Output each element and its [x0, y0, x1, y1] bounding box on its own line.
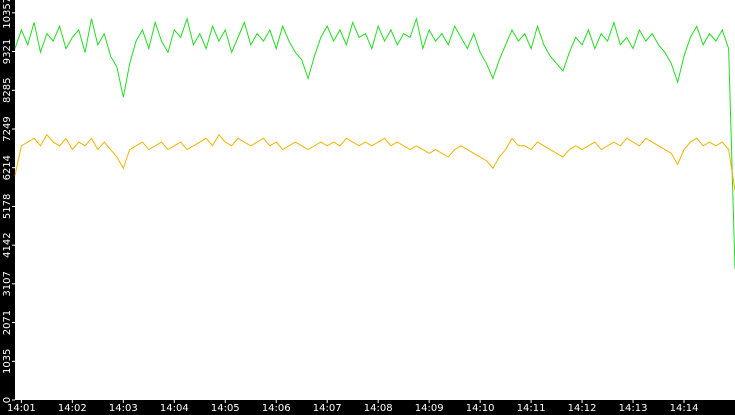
- y-tick-label: 2071: [2, 310, 13, 335]
- y-tick-label: 10357: [2, 0, 13, 29]
- y-tick-label: 1035: [2, 349, 13, 374]
- y-tick-label: 8285: [2, 78, 13, 103]
- x-tick-label: 14:14: [670, 403, 699, 414]
- x-tick-label: 14:10: [466, 403, 495, 414]
- series-line: [14, 133, 735, 191]
- y-tick-label: 9321: [2, 39, 13, 64]
- x-tick-label: 14:02: [58, 403, 87, 414]
- x-tick-label: 14:12: [568, 403, 597, 414]
- x-tick-label: 14:08: [364, 403, 393, 414]
- x-tick-label: 14:03: [109, 403, 138, 414]
- series-line: [14, 16, 735, 270]
- x-tick-label: 14:13: [619, 403, 648, 414]
- y-tick-label: 6214: [2, 155, 13, 180]
- x-tick-label: 14:01: [7, 403, 36, 414]
- y-tick-label: 4142: [2, 232, 13, 257]
- x-tick-label: 14:09: [415, 403, 444, 414]
- x-tick-label: 14:06: [262, 403, 291, 414]
- y-tick-label: 3107: [2, 271, 13, 296]
- y-axis-band: [0, 0, 15, 415]
- y-tick-label: 5178: [2, 194, 13, 219]
- x-tick-label: 14:11: [517, 403, 546, 414]
- x-axis-band: [0, 400, 735, 415]
- x-tick-label: 14:07: [313, 403, 342, 414]
- x-tick-label: 14:05: [211, 403, 240, 414]
- x-tick-label: 14:04: [160, 403, 189, 414]
- y-tick-label: 0: [2, 397, 13, 403]
- y-tick-label: 7249: [2, 116, 13, 141]
